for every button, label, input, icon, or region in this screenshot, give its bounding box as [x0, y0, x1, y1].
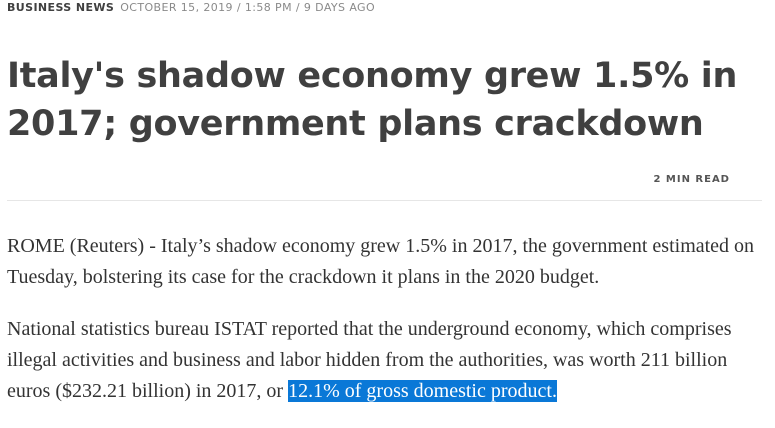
article-meta-bar: BUSINESS NEWS OCTOBER 15, 2019 / 1:58 PM … — [7, 1, 375, 15]
article-headline: Italy's shadow economy grew 1.5% in 2017… — [7, 56, 738, 144]
dateline: OCTOBER 15, 2019 / 1:58 PM / 9 DAYS AGO — [120, 1, 376, 14]
selected-text[interactable]: 12.1% of gross domestic product. — [288, 380, 557, 402]
paragraph-text: National statistics bureau ISTAT reporte… — [7, 318, 732, 402]
article-body: ROME (Reuters) - Italy’s shadow economy … — [7, 231, 772, 428]
article-paragraph: ROME (Reuters) - Italy’s shadow economy … — [7, 235, 755, 288]
header-divider — [7, 200, 762, 201]
article-paragraph: National statistics bureau ISTAT reporte… — [7, 314, 772, 407]
read-time-label: 2 MIN READ — [653, 174, 730, 185]
section-link[interactable]: BUSINESS NEWS — [7, 1, 115, 14]
